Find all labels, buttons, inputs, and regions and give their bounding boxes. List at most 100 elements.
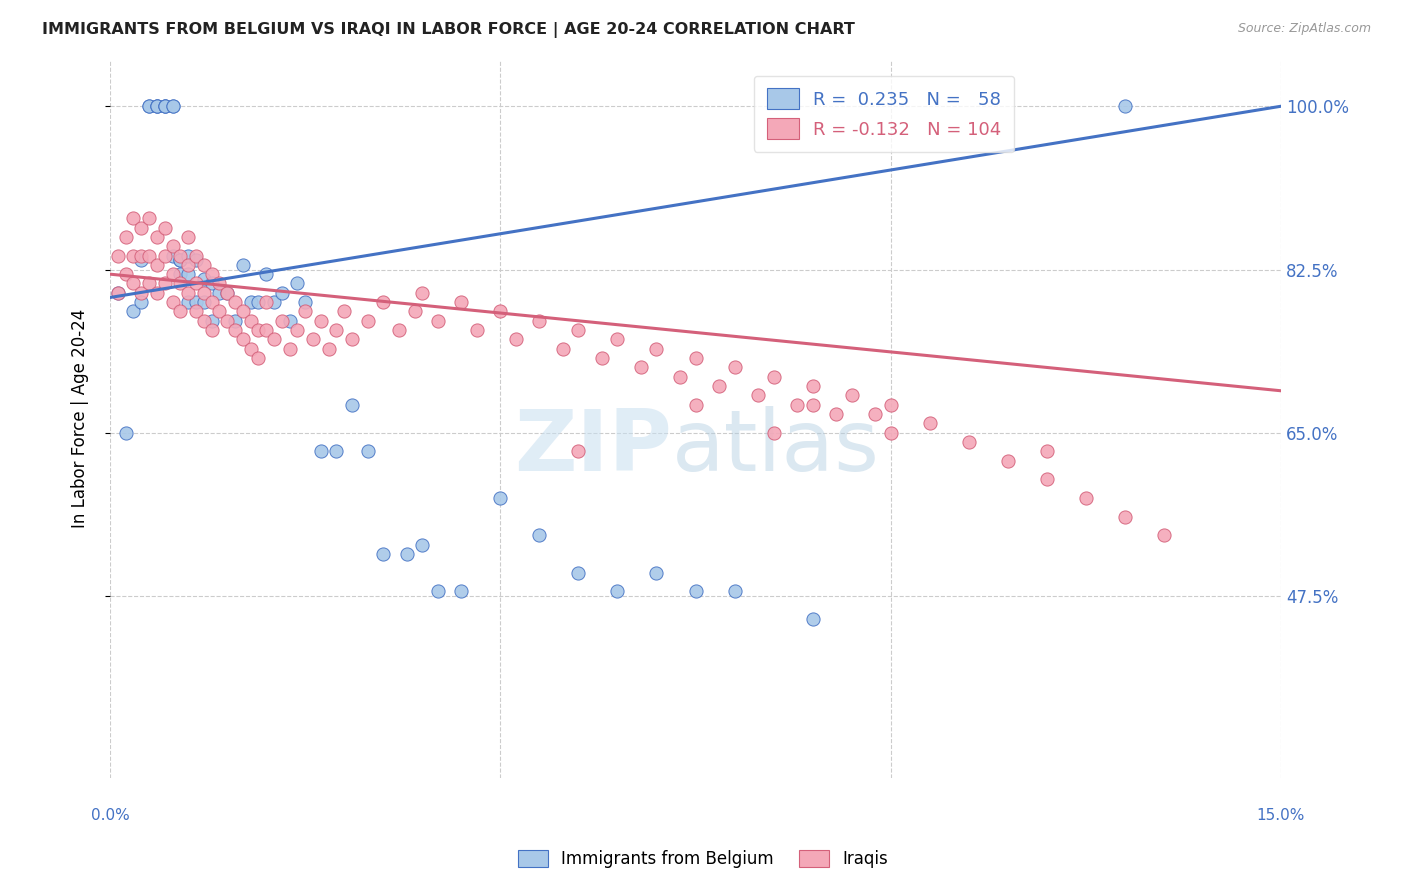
Point [340,333,363,347]
Point [129,220,152,235]
Text: 0.0%: 0.0% [91,808,129,823]
Point [184,253,207,268]
Point [567,566,589,580]
Point [239,342,262,356]
Point [505,333,527,347]
Point [606,584,628,599]
Text: Source: ZipAtlas.com: Source: ZipAtlas.com [1237,22,1371,36]
Point [239,314,262,328]
Point [129,295,152,310]
Point [162,99,184,113]
Point [747,388,769,402]
Point [404,304,426,318]
Text: ZIP: ZIP [515,406,672,489]
Point [153,99,176,113]
Point [395,547,418,561]
Point [294,304,316,318]
Point [138,277,160,291]
Point [325,323,347,337]
Point [208,277,231,291]
Point [138,99,160,113]
Point [208,285,231,300]
Point [263,295,285,310]
Point [411,285,433,300]
Point [239,295,262,310]
Point [162,248,184,262]
Point [606,333,628,347]
Point [193,314,215,328]
Point [825,407,848,421]
Point [153,99,176,113]
Point [669,369,692,384]
Point [411,538,433,552]
Legend: R =  0.235   N =   58, R = -0.132   N = 104: R = 0.235 N = 58, R = -0.132 N = 104 [754,76,1014,152]
Point [169,304,191,318]
Point [146,99,169,113]
Point [107,285,129,300]
Point [786,398,808,412]
Point [193,258,215,272]
Point [263,333,285,347]
Point [723,584,745,599]
Point [388,323,411,337]
Point [489,304,512,318]
Point [957,435,980,450]
Point [162,239,184,253]
Point [997,454,1019,468]
Point [146,258,169,272]
Point [325,444,347,458]
Point [200,295,222,310]
Point [1074,491,1097,505]
Point [254,267,277,281]
Point [184,277,207,291]
Point [200,314,222,328]
Point [863,407,886,421]
Point [232,304,254,318]
Text: IMMIGRANTS FROM BELGIUM VS IRAQI IN LABOR FORCE | AGE 20-24 CORRELATION CHART: IMMIGRANTS FROM BELGIUM VS IRAQI IN LABO… [42,22,855,38]
Point [114,425,136,440]
Point [146,285,169,300]
Point [177,267,200,281]
Point [287,323,309,337]
Point [567,444,589,458]
Point [762,369,785,384]
Point [217,314,239,328]
Point [177,285,200,300]
Point [373,295,395,310]
Point [107,285,129,300]
Text: atlas: atlas [672,406,880,489]
Point [879,398,901,412]
Point [254,323,277,337]
Point [129,285,152,300]
Point [685,351,707,365]
Point [146,99,169,113]
Point [138,211,160,226]
Point [645,566,668,580]
Point [169,253,191,268]
Point [278,314,301,328]
Point [918,417,941,431]
Point [217,285,239,300]
Point [801,398,824,412]
Point [762,425,785,440]
Point [1036,444,1059,458]
Point [232,258,254,272]
Point [450,295,472,310]
Point [224,323,246,337]
Point [138,99,160,113]
Point [841,388,863,402]
Point [567,323,589,337]
Point [879,425,901,440]
Point [801,379,824,393]
Point [200,267,222,281]
Point [645,342,668,356]
Point [177,295,200,310]
Point [177,258,200,272]
Point [333,304,356,318]
Point [129,253,152,268]
Y-axis label: In Labor Force | Age 20-24: In Labor Force | Age 20-24 [72,310,89,528]
Point [723,360,745,375]
Point [200,323,222,337]
Point [169,267,191,281]
Point [426,584,449,599]
